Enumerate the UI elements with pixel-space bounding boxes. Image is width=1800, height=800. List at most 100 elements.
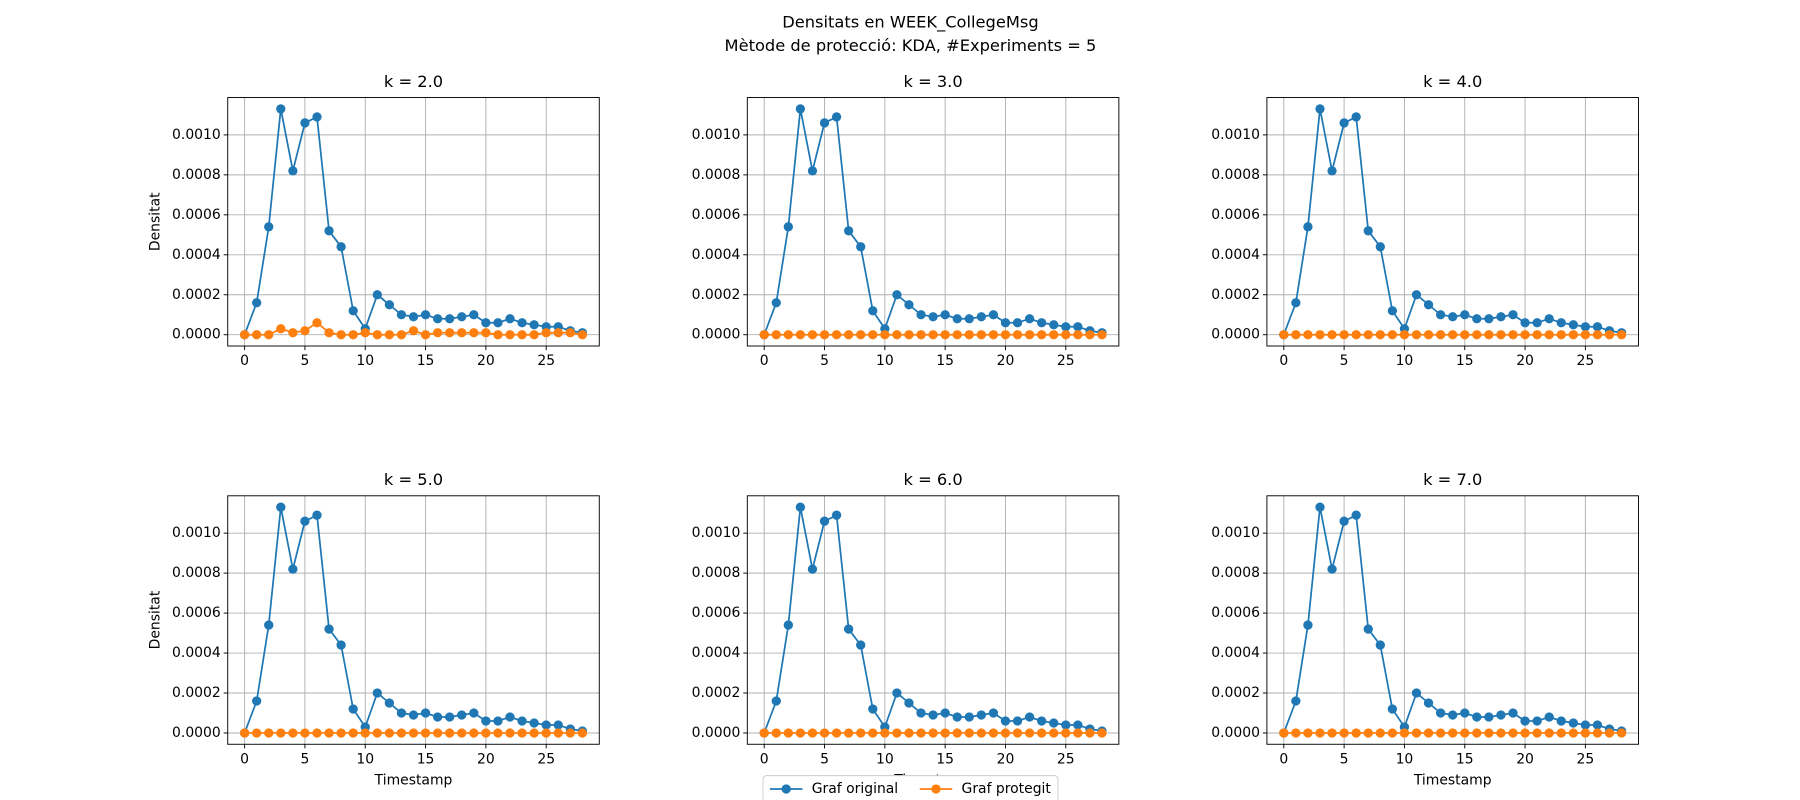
y-tick-label: 0.0010 <box>1211 525 1260 541</box>
data-point <box>420 708 431 718</box>
data-point <box>1532 318 1542 328</box>
data-point <box>1460 708 1470 718</box>
data-point <box>1411 290 1422 300</box>
data-point <box>1580 330 1591 340</box>
y-tick-label: 0.0010 <box>1211 127 1260 143</box>
data-point <box>1508 310 1518 320</box>
data-point <box>1448 728 1458 738</box>
y-tick-label: 0.0006 <box>1211 605 1260 621</box>
data-point <box>252 696 262 706</box>
data-point <box>529 728 539 738</box>
data-point <box>1484 728 1494 738</box>
data-point <box>384 330 395 340</box>
data-point <box>771 696 781 706</box>
data-point <box>1496 330 1506 340</box>
data-point <box>1399 330 1410 340</box>
data-point <box>300 728 310 738</box>
axes-frame <box>746 495 1120 745</box>
y-tick-label: 0.0010 <box>172 525 221 541</box>
data-point <box>541 720 551 730</box>
data-point <box>565 728 575 738</box>
x-tick-label: 0 <box>760 353 769 369</box>
data-point <box>1315 104 1325 114</box>
series-line <box>243 108 583 336</box>
data-point <box>360 728 370 738</box>
data-point <box>348 728 358 738</box>
x-tick-label: 0 <box>1279 353 1288 369</box>
data-point <box>264 728 274 738</box>
data-point <box>1339 728 1349 738</box>
data-point <box>868 704 878 714</box>
data-point <box>469 310 479 320</box>
data-point <box>384 698 395 708</box>
data-point <box>276 728 286 738</box>
data-point <box>288 564 298 574</box>
axes-frame <box>227 495 600 745</box>
data-point <box>445 314 455 324</box>
data-point <box>1085 728 1095 738</box>
data-point <box>348 306 358 316</box>
data-point <box>916 728 926 738</box>
data-point <box>976 710 986 720</box>
data-point <box>276 104 286 114</box>
data-point <box>1532 716 1542 726</box>
data-point <box>264 620 274 630</box>
data-point <box>1303 620 1313 630</box>
subplot-title: k = 7.0 <box>1423 470 1482 489</box>
data-point <box>819 728 830 738</box>
data-point <box>1556 318 1566 328</box>
data-point <box>1411 330 1422 340</box>
data-point <box>844 728 854 738</box>
data-point <box>1387 704 1398 714</box>
y-tick-label: 0.0010 <box>172 127 221 143</box>
data-point <box>1568 728 1578 738</box>
data-point <box>493 728 503 738</box>
data-point <box>324 328 334 338</box>
y-tick-label: 0.0000 <box>172 725 221 741</box>
subplot-title: k = 4.0 <box>1423 72 1482 91</box>
data-point <box>469 728 479 738</box>
x-tick-label: 5 <box>820 751 829 767</box>
data-point <box>892 728 902 738</box>
data-point <box>952 728 962 738</box>
data-point <box>1097 330 1107 340</box>
data-point <box>1012 330 1023 340</box>
data-point <box>517 318 527 328</box>
data-point <box>1000 716 1011 726</box>
x-tick-label: 25 <box>1057 353 1075 369</box>
data-point <box>565 328 575 338</box>
data-point <box>1496 312 1506 322</box>
data-point <box>1097 728 1107 738</box>
x-tick-label: 25 <box>1057 751 1075 767</box>
y-tick-label: 0.0004 <box>1211 247 1260 263</box>
data-point <box>964 712 974 722</box>
data-point <box>1508 330 1518 340</box>
data-point <box>1363 330 1373 340</box>
data-point <box>457 710 467 720</box>
y-tick-label: 0.0004 <box>692 645 741 661</box>
data-point <box>481 728 491 738</box>
data-point <box>904 330 914 340</box>
x-tick-label: 25 <box>537 353 555 369</box>
data-point <box>1012 716 1023 726</box>
figure-title: Densitats en WEEK_CollegeMsg <box>782 13 1038 33</box>
data-point <box>1037 318 1047 328</box>
data-point <box>541 728 551 738</box>
data-point <box>239 330 250 340</box>
data-point <box>1024 314 1035 324</box>
data-point <box>396 728 407 738</box>
data-point <box>1484 314 1494 324</box>
data-point <box>1556 330 1566 340</box>
data-point <box>1049 330 1059 340</box>
data-point <box>336 330 346 340</box>
data-point <box>807 564 818 574</box>
data-point <box>1460 728 1470 738</box>
data-point <box>1423 300 1434 310</box>
data-point <box>988 330 999 340</box>
data-point <box>1556 728 1566 738</box>
subplot-title: k = 3.0 <box>903 72 962 91</box>
data-point <box>831 330 842 340</box>
x-tick-label: 20 <box>997 353 1015 369</box>
data-point <box>493 318 503 328</box>
data-point <box>1423 728 1434 738</box>
